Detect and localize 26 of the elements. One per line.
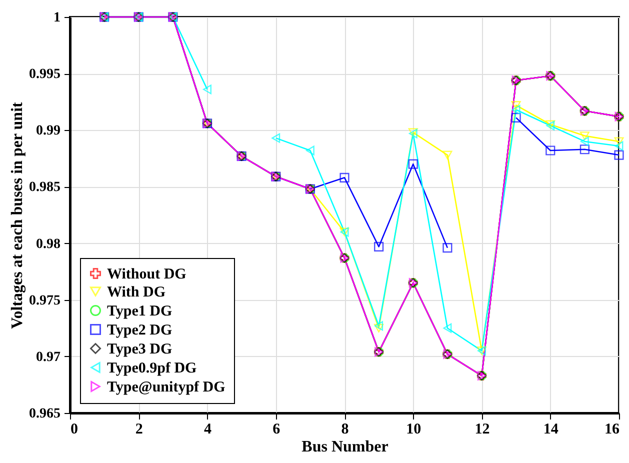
- y-tick-label: 0.965: [29, 406, 60, 422]
- x-tick-label: 10: [406, 422, 422, 438]
- x-tick-label: 16: [604, 422, 620, 438]
- x-tick-label: 0: [70, 422, 78, 438]
- y-tick-label: 0.98: [36, 236, 60, 252]
- x-tick-label: 12: [474, 422, 490, 438]
- y-axis-title: Voltages at each buses in per unit: [9, 101, 26, 329]
- y-tick-label: 0.97: [36, 350, 60, 365]
- y-tick-label: 0.99: [36, 124, 60, 139]
- legend-label: Type3 DG: [107, 342, 172, 358]
- x-tick-label: 14: [543, 422, 559, 438]
- x-tick-label: 6: [272, 422, 281, 438]
- legend-label: Type0.9pf DG: [107, 360, 198, 376]
- y-tick-label: 0.975: [29, 293, 60, 308]
- y-tick-label: 1: [54, 10, 60, 26]
- y-tick-label: 0.985: [29, 180, 60, 196]
- x-tick-label: 4: [204, 422, 212, 438]
- legend-label: With DG: [107, 284, 166, 300]
- y-tick-label: 0.995: [29, 67, 60, 82]
- legend-label: Without DG: [107, 266, 187, 282]
- x-axis-title: Bus Number: [302, 438, 388, 456]
- legend-label: Type1 DG: [107, 304, 172, 320]
- legend-label: Type@unitypf DG: [107, 380, 226, 396]
- x-tick-label: 2: [135, 422, 143, 438]
- legend-label: Type2 DG: [107, 322, 172, 338]
- x-tick-label: 8: [341, 422, 349, 438]
